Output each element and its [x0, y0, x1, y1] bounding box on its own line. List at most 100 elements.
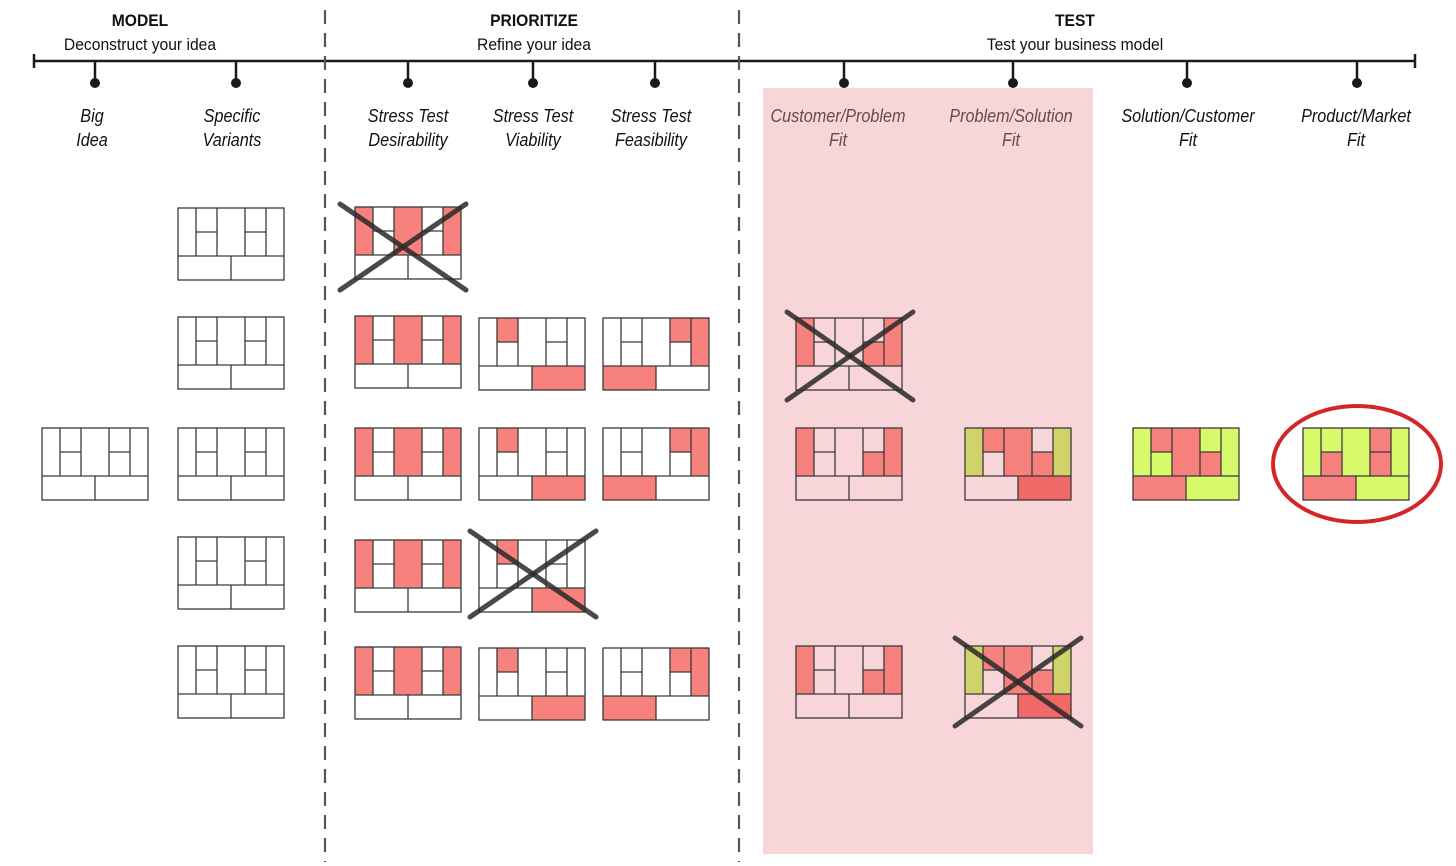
step-solution-customer-fit: Solution/Customer Fit — [1107, 104, 1269, 152]
canvas-block-ch — [863, 342, 884, 366]
canvas-block-cr — [670, 648, 691, 672]
canvas-block-kr — [814, 670, 835, 694]
business-model-canvas — [177, 645, 285, 719]
step-label-line2: Variants — [202, 130, 262, 150]
timeline-marker-dot — [1182, 78, 1192, 88]
step-label-line1: Big — [80, 106, 104, 126]
business-model-canvas — [1302, 427, 1410, 501]
canvas-block-ch — [863, 670, 884, 694]
cross-stroke — [337, 201, 469, 293]
canvas-block-cost — [965, 476, 1018, 500]
step-label-line2: Idea — [76, 130, 108, 150]
canvas-block-ka — [814, 428, 835, 452]
step-label-line1: Customer/Problem — [770, 106, 906, 126]
business-model-canvas — [602, 427, 710, 501]
phase-prioritize: PRIORITIZE Refine your idea — [434, 9, 634, 57]
canvas-block-cr — [863, 646, 884, 670]
canvas-block-cs — [691, 648, 709, 696]
canvas-block-rev — [849, 694, 902, 718]
timeline-marker-dot — [231, 78, 241, 88]
step-label-line1: Specific — [203, 106, 261, 126]
step-label-line2: Feasibility — [614, 130, 688, 150]
canvas-block-rev — [1018, 476, 1071, 500]
business-model-canvases — [41, 206, 1410, 721]
canvas-block-cost — [603, 696, 656, 720]
step-label-line2: Fit — [1179, 130, 1197, 150]
canvas-block-kp — [965, 646, 983, 694]
canvas-block-ka — [1321, 428, 1342, 452]
canvas-block-ka — [497, 318, 518, 342]
cross-stroke — [467, 528, 599, 620]
canvas-block-rev — [532, 366, 585, 390]
canvas-block-cs — [1221, 428, 1239, 476]
canvas-block-kr — [1321, 452, 1342, 476]
step-stress-desirability: Stress Test Desirability — [327, 104, 489, 152]
canvas-block-cs — [1391, 428, 1409, 476]
step-label-line2: Fit — [1002, 130, 1020, 150]
business-model-canvas — [354, 427, 462, 501]
canvas-block-cs — [443, 428, 461, 476]
canvas-block-kp — [965, 428, 983, 476]
canvas-block-rev — [532, 476, 585, 500]
step-stress-feasibility: Stress Test Feasibility — [570, 104, 732, 152]
canvas-block-kp — [796, 428, 814, 476]
canvas-block-cs — [691, 428, 709, 476]
phase-test: TEST Test your business model — [955, 9, 1195, 57]
canvas-block-cost — [1133, 476, 1186, 500]
canvas-block-rev — [1186, 476, 1239, 500]
canvas-block-cost — [603, 366, 656, 390]
timeline-marker-dot — [839, 78, 849, 88]
highlight-circle-icon — [1271, 404, 1443, 524]
canvas-block-kr — [983, 670, 1004, 694]
step-label-line2: Viability — [505, 130, 561, 150]
step-problem-solution-fit: Problem/Solution Fit — [930, 104, 1092, 152]
business-model-canvas — [177, 427, 285, 501]
cross-mark-icon — [337, 201, 469, 293]
canvas-block-vp — [1172, 428, 1200, 476]
phase-model: MODEL Deconstruct your idea — [40, 9, 240, 57]
canvas-block-ch — [1032, 452, 1053, 476]
step-specific-variants: Specific Variants — [151, 104, 313, 152]
phase-title: PRIORITIZE — [490, 11, 578, 30]
canvas-block-rev — [849, 476, 902, 500]
timeline-marker-dot — [90, 78, 100, 88]
canvas-block-cr — [670, 318, 691, 342]
canvas-block-cr — [1370, 428, 1391, 452]
phase-title: TEST — [1055, 11, 1095, 30]
canvas-block-vp — [1004, 428, 1032, 476]
business-model-canvas — [602, 317, 710, 391]
step-stress-viability: Stress Test Viability — [452, 104, 614, 152]
canvas-block-vp — [394, 540, 422, 588]
step-label-line1: Stress Test — [610, 106, 692, 126]
business-model-canvas — [354, 646, 462, 720]
timeline-marker-dot — [403, 78, 413, 88]
canvas-block-cost — [603, 476, 656, 500]
canvas-block-cs — [1053, 428, 1071, 476]
timeline-marker-dot — [1008, 78, 1018, 88]
overlay-marks — [337, 201, 1443, 729]
timeline-markers — [90, 61, 1362, 88]
canvas-block-ch — [863, 452, 884, 476]
step-label-line2: Fit — [1347, 130, 1365, 150]
canvas-block-kp — [355, 316, 373, 364]
business-model-canvas — [795, 427, 903, 501]
step-label-line2: Fit — [829, 130, 847, 150]
canvas-block-vp — [1342, 428, 1370, 476]
business-model-canvas — [964, 427, 1072, 501]
canvas-block-ch — [1200, 452, 1221, 476]
canvas-block-cs — [884, 646, 902, 694]
phase-subtitle: Refine your idea — [477, 35, 591, 54]
canvas-block-kp — [355, 647, 373, 695]
timeline-marker-dot — [528, 78, 538, 88]
step-label-line2: Desirability — [368, 130, 448, 150]
canvas-block-cr — [1200, 428, 1221, 452]
business-model-canvas — [354, 539, 462, 613]
canvas-block-kp — [1133, 428, 1151, 476]
timeline-marker-dot — [1352, 78, 1362, 88]
canvas-block-cost — [796, 694, 849, 718]
canvas-block-vp — [394, 647, 422, 695]
canvas-block-cost — [1303, 476, 1356, 500]
business-model-canvas — [354, 315, 462, 389]
canvas-block-kp — [796, 646, 814, 694]
